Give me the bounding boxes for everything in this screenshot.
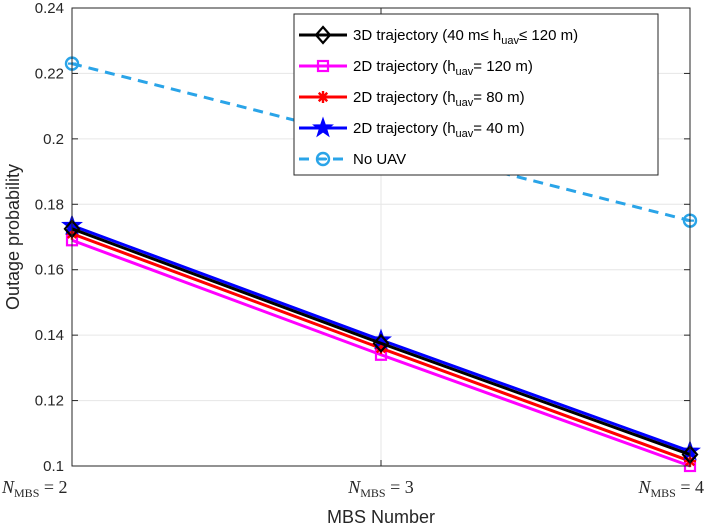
x-tick-var: N: [347, 477, 361, 497]
legend-label-main: 2D trajectory (h: [353, 120, 456, 137]
y-axis-label: Outage probability: [3, 164, 23, 310]
legend-label: 3D trajectory (40 m≤ huav≤ 120 m): [353, 27, 578, 47]
legend-label: 2D trajectory (huav= 40 m): [353, 120, 525, 140]
y-axis-ticks: 0.1 0.12 0.14 0.16 0.18 0.2 0.22 0.24: [35, 0, 690, 475]
legend-sample-marker: [316, 59, 330, 73]
plot-series: [61, 56, 701, 473]
x-tick-sub: MBS: [14, 486, 39, 500]
y-tick-label: 0.2: [43, 131, 64, 148]
y-tick-label: 0.18: [35, 196, 64, 213]
legend-label-tail: = 40 m): [473, 120, 524, 137]
series-line: [71, 238, 691, 468]
x-axis-ticks: NMBS = 2 NMBS = 3 NMBS = 4: [1, 8, 704, 500]
x-tick-label: NMBS = 4: [637, 477, 704, 500]
y-tick-label: 0.12: [35, 393, 64, 410]
legend-box: [293, 13, 659, 176]
legend-label-sub: uav: [456, 97, 474, 109]
legend-label-tail: ≤ 120 m): [519, 27, 578, 44]
y-tick-label: 0.1: [43, 458, 64, 475]
x-axis-label: MBS Number: [327, 507, 435, 527]
legend-label-tail: = 120 m): [473, 58, 533, 75]
legend-sample-marker: [317, 91, 329, 103]
legend-label-sub: uav: [456, 128, 474, 140]
series-point: [375, 342, 387, 355]
series-point: [372, 333, 390, 353]
legend-label-main: 2D trajectory (h: [353, 89, 456, 106]
legend-label-main: No UAV: [353, 151, 406, 168]
x-tick-num: 4: [695, 477, 704, 497]
x-tick-num: 3: [405, 477, 414, 497]
y-tick-label: 0.24: [35, 0, 64, 17]
marker-ring: [315, 151, 331, 167]
x-tick-label: NMBS = 3: [347, 477, 414, 500]
x-tick-rel: =: [39, 477, 58, 497]
x-tick-var: N: [1, 477, 15, 497]
x-tick-sub: MBS: [650, 486, 675, 500]
legend-label: No UAV: [353, 151, 406, 168]
series-line: [71, 227, 691, 456]
legend-entry: No UAV: [299, 151, 406, 168]
legend-label-main: 2D trajectory (h: [353, 58, 456, 75]
x-tick-var: N: [637, 477, 651, 497]
legend-entry: 3D trajectory (40 m≤ huav≤ 120 m): [299, 25, 578, 47]
legend-label: 2D trajectory (huav= 120 m): [353, 58, 533, 78]
legend-sample-marker: [314, 25, 332, 45]
y-tick-label: 0.14: [35, 327, 64, 344]
legend-sample-marker: [312, 116, 334, 138]
legend-sample-marker: [315, 151, 331, 167]
legend-label-sub: uav: [501, 35, 519, 47]
legend-label: 2D trajectory (huav= 80 m): [353, 89, 525, 109]
series-line: [71, 62, 691, 223]
legend-entry: 2D trajectory (huav= 40 m): [299, 116, 525, 140]
y-tick-label: 0.16: [35, 262, 64, 279]
y-tick-label: 0.22: [35, 65, 64, 82]
legend-label-main: 3D trajectory (40 m≤ h: [353, 27, 501, 44]
legend-label-sub: uav: [456, 66, 474, 78]
x-tick-rel: =: [676, 477, 695, 497]
x-tick-label: NMBS = 2: [1, 477, 68, 500]
legend-entry: 2D trajectory (huav= 120 m): [299, 58, 533, 78]
legend: 3D trajectory (40 m≤ huav≤ 120 m)2D traj…: [293, 13, 659, 176]
x-tick-rel: =: [386, 477, 405, 497]
x-tick-num: 2: [59, 477, 68, 497]
legend-label-tail: = 80 m): [473, 89, 524, 106]
legend-entry: 2D trajectory (huav= 80 m): [299, 89, 525, 109]
x-tick-sub: MBS: [360, 486, 385, 500]
